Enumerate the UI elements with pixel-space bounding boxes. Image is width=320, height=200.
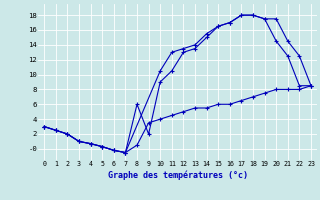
X-axis label: Graphe des températures (°c): Graphe des températures (°c) bbox=[108, 170, 248, 180]
